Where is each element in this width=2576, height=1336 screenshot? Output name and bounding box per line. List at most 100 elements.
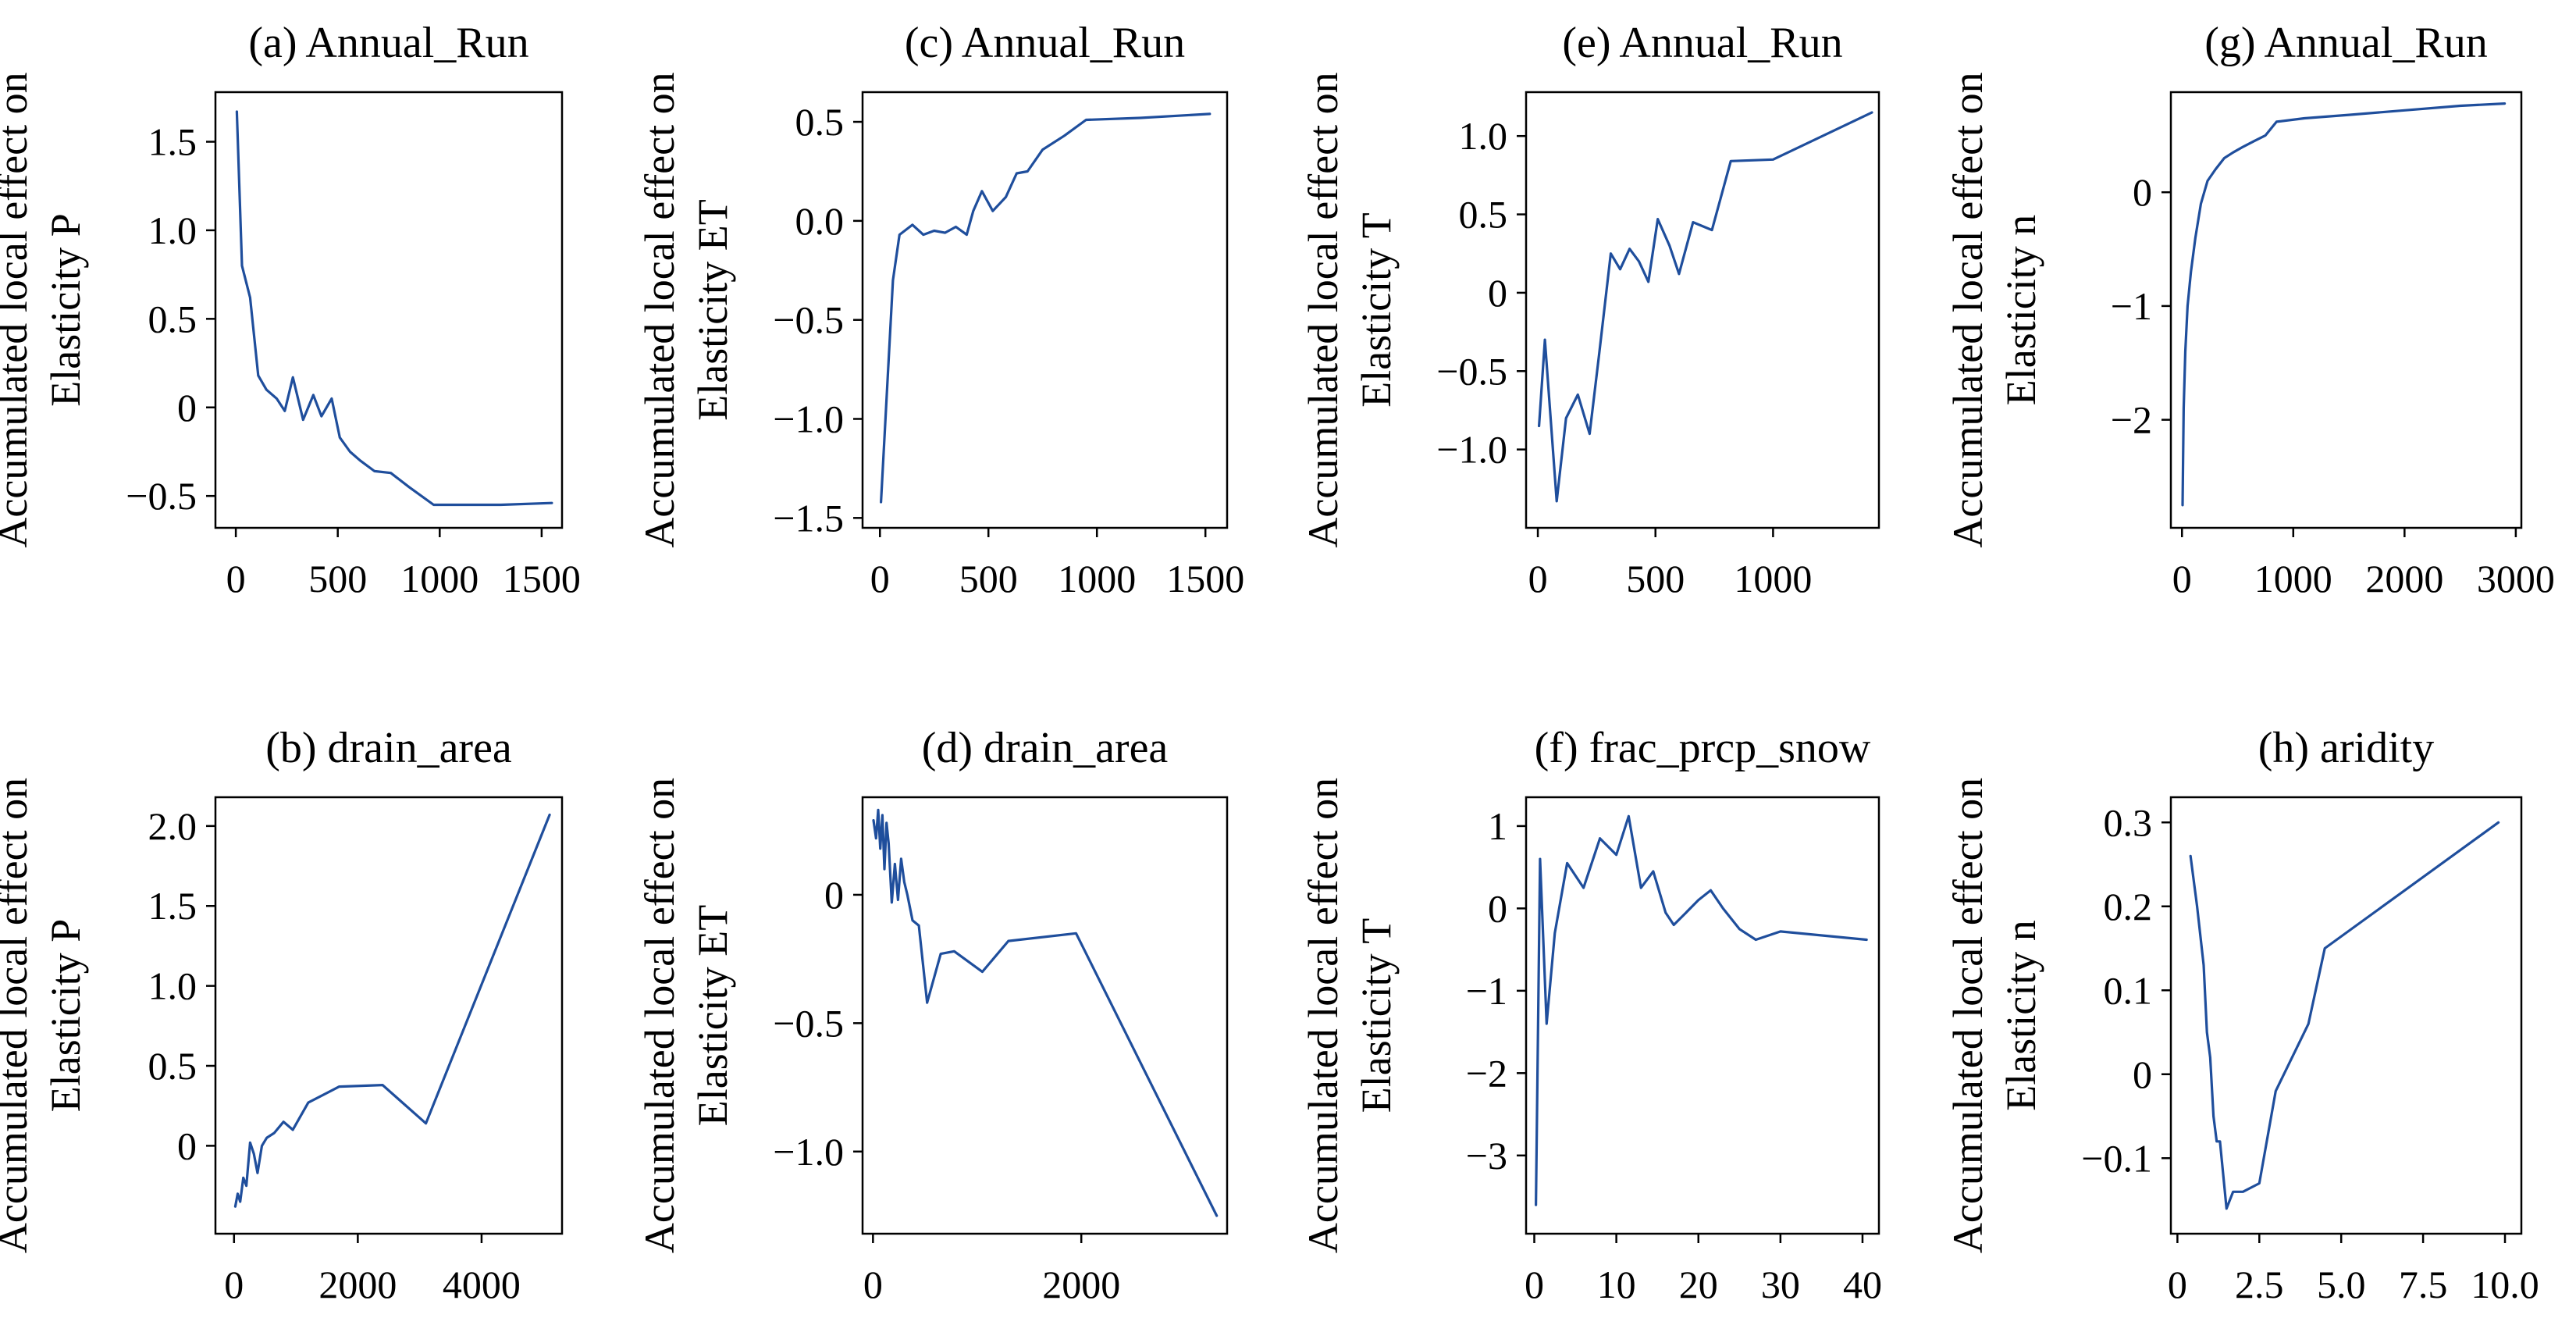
y-tick-label: 0 — [2133, 170, 2152, 214]
axes-frame — [1525, 796, 1880, 1235]
y-tick-label: 0.5 — [148, 1044, 197, 1088]
y-tick-label: −0.5 — [773, 1001, 844, 1045]
x-tick-label: 500 — [1626, 557, 1685, 600]
ale-series-line — [2189, 821, 2500, 1210]
axes-frame — [2169, 91, 2523, 529]
x-tick-label: 0 — [2168, 1263, 2187, 1306]
y-tick-label: 0.0 — [795, 199, 845, 243]
x-tick-label: 0 — [870, 557, 890, 600]
y-tick-label: −3 — [1466, 1134, 1507, 1177]
x-tick-label: 40 — [1843, 1263, 1882, 1306]
y-tick-label: −0.5 — [773, 298, 844, 342]
x-tick-label: 0 — [1528, 557, 1548, 600]
ale-series-line — [2181, 102, 2507, 507]
y-tick-label: 0 — [1488, 271, 1507, 315]
ale-series-line — [879, 112, 1212, 504]
x-tick-label: 30 — [1761, 1263, 1800, 1306]
panel-title: (d) drain_area — [922, 724, 1169, 772]
y-axis-label: Accumulated local effect on Elasticity ET — [636, 72, 736, 547]
panel-title: (a) Annual_Run — [248, 19, 528, 67]
x-tick-label: 2.5 — [2235, 1263, 2284, 1306]
y-axis-label-line: Elasticity ET — [689, 199, 736, 420]
y-axis-label: Accumulated local effect on Elasticity T — [1300, 778, 1400, 1253]
x-tick-label: 1000 — [1734, 557, 1812, 600]
x-tick-label: 1000 — [1058, 557, 1136, 600]
y-tick-label: 1.5 — [148, 884, 197, 928]
y-tick-label: −0.5 — [126, 474, 197, 518]
axes-frame — [861, 796, 1229, 1235]
ale-series-line — [233, 813, 551, 1208]
x-tick-label: 10.0 — [2471, 1263, 2539, 1306]
y-axis-label-line: Elasticity n — [1998, 920, 2044, 1110]
panel-4: (e) Annual_Run Accumulated local effect o… — [1300, 19, 1880, 600]
y-tick-label: 0 — [824, 873, 844, 917]
axes-frame — [2169, 796, 2523, 1235]
y-axis-label-line: Elasticity P — [42, 919, 89, 1112]
ale-series-line — [1537, 111, 1873, 503]
y-axis-label-line: Elasticity n — [1998, 215, 2044, 405]
y-axis-label: Accumulated local effect on Elasticity T — [1300, 72, 1400, 547]
y-tick-label: 0 — [1488, 886, 1507, 930]
panel-title: (b) drain_area — [265, 724, 512, 772]
y-tick-label: 1.0 — [148, 208, 197, 252]
axes-frame — [861, 91, 1229, 529]
y-axis-label-line: Accumulated local effect on — [1944, 72, 1991, 547]
panel-2: (c) Annual_Run Accumulated local effect o… — [636, 19, 1244, 600]
panel-6: (g) Annual_Run Accumulated local effect o… — [1944, 19, 2555, 600]
panel-7: (h) aridity Accumulated local effect on El… — [1944, 724, 2539, 1306]
y-axis-label: Accumulated local effect onElasticity P — [0, 72, 89, 547]
y-axis-label-line: Accumulated local effect on — [0, 778, 36, 1253]
y-tick-label: 0.5 — [148, 297, 197, 340]
panel-1: (b) drain_area Accumulated local effect o… — [0, 724, 564, 1306]
y-tick-label: 1.0 — [1459, 114, 1508, 158]
y-tick-label: 0 — [2133, 1053, 2152, 1096]
y-axis-label-line: Accumulated local effect on — [1300, 778, 1347, 1253]
panel-5: (f) frac_prcp_snow Accumulated local effe… — [1300, 724, 1882, 1306]
panel-title: (c) Annual_Run — [905, 19, 1185, 67]
y-axis-label-line: Accumulated local effect on — [1300, 72, 1347, 547]
y-tick-label: −0.5 — [1436, 349, 1507, 393]
axes-frame — [214, 796, 564, 1235]
y-tick-label: 0.2 — [2104, 885, 2153, 928]
y-tick-label: 1 — [1488, 804, 1507, 848]
y-axis-label-line: Accumulated local effect on — [636, 778, 683, 1253]
y-tick-label: 0.5 — [795, 100, 845, 144]
y-tick-label: −1 — [1466, 969, 1507, 1013]
y-tick-label: −1.0 — [773, 397, 844, 441]
y-axis-label: Accumulated local effect on Elasticity n — [1944, 778, 2044, 1253]
ale-series-line — [1534, 814, 1868, 1206]
y-tick-label: 2.0 — [148, 804, 197, 848]
x-tick-label: 2000 — [2365, 557, 2443, 600]
x-tick-label: 4000 — [443, 1263, 521, 1306]
panel-title: (f) frac_prcp_snow — [1535, 724, 1871, 772]
panel-title: (g) Annual_Run — [2204, 19, 2487, 67]
y-tick-label: −0.1 — [2081, 1136, 2152, 1180]
y-tick-label: 1.0 — [148, 964, 197, 1008]
y-tick-label: −2 — [1466, 1051, 1507, 1095]
x-tick-label: 5.0 — [2317, 1263, 2366, 1306]
y-axis-label-line: Accumulated local effect on — [636, 72, 683, 547]
x-tick-label: 0 — [2172, 557, 2192, 600]
axes-frame — [214, 91, 564, 529]
y-tick-label: 1.5 — [148, 120, 197, 164]
y-axis-label: Accumulated local effect on Elasticity n — [1944, 72, 2044, 547]
y-axis-label: Accumulated local effect on Elasticity ET — [636, 778, 736, 1253]
y-axis-label-line: Elasticity T — [1353, 212, 1400, 407]
x-tick-label: 0 — [224, 1263, 244, 1306]
y-tick-label: 0.1 — [2104, 968, 2153, 1012]
panel-title: (e) Annual_Run — [1562, 19, 1842, 67]
x-tick-label: 7.5 — [2399, 1263, 2448, 1306]
y-axis-label-line: Accumulated local effect on — [0, 72, 36, 547]
y-tick-label: −1.5 — [773, 496, 844, 540]
y-axis-label-line: Elasticity P — [42, 213, 89, 406]
y-tick-label: −2 — [2111, 398, 2152, 442]
y-tick-label: 0 — [177, 386, 197, 429]
panel-0: (a) Annual_Run Accumulated local effect o… — [0, 19, 581, 600]
y-axis-label-line: Elasticity T — [1353, 918, 1400, 1113]
y-tick-label: 0.3 — [2104, 800, 2153, 844]
x-tick-label: 10 — [1597, 1263, 1636, 1306]
x-tick-label: 1000 — [2254, 557, 2332, 600]
y-tick-label: −1.0 — [773, 1130, 844, 1174]
panel-title: (h) aridity — [2258, 724, 2434, 772]
